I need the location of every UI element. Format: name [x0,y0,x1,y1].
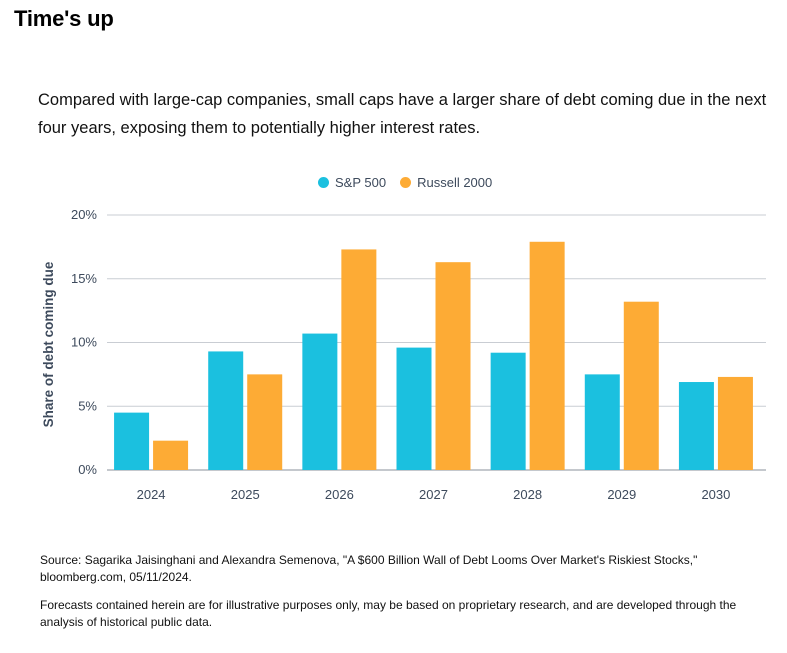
x-tick-label: 2026 [325,487,354,502]
bar-sp500-2028 [490,352,526,470]
y-tick-label: 20% [71,207,97,222]
bar-russell2000-2026 [341,249,377,470]
bar-russell2000-2027 [435,262,471,470]
bar-russell2000-2028 [529,241,565,470]
page-title: Time's up [14,6,114,31]
y-tick-label: 15% [71,271,97,286]
y-tick-label: 5% [78,398,97,413]
legend-label-russell: Russell 2000 [417,175,493,190]
x-tick-label: 2028 [513,487,542,502]
x-tick-label: 2029 [607,487,636,502]
x-tick-label: 2025 [231,487,260,502]
bar-russell2000-2024 [153,440,189,470]
bar-russell2000-2025 [247,374,283,470]
y-axis-label: Share of debt coming due [41,261,56,427]
disclaimer-note: Forecasts contained herein are for illus… [40,598,737,629]
x-tick-label: 2030 [701,487,730,502]
chart-subtitle: Compared with large-cap companies, small… [38,91,767,137]
bar-sp500-2024 [114,412,150,470]
y-tick-label: 10% [71,335,97,350]
bar-sp500-2030 [678,382,714,470]
source-note: Source: Sagarika Jaisinghani and Alexand… [40,553,698,584]
legend-item-sp500: S&P 500 [318,175,386,190]
x-tick-label: 2024 [137,487,166,502]
bar-russell2000-2030 [717,376,753,470]
legend-swatch-russell [400,177,412,188]
bar-chart: 0% 5% 10% 15% 20% Share of debt coming due 202… [41,207,766,502]
bar-sp500-2026 [302,333,338,470]
legend-swatch-sp500 [318,177,329,188]
legend-label-sp500: S&P 500 [335,175,387,190]
bar-sp500-2027 [396,347,432,470]
chart-legend: S&P 500 Russell 2000 [318,175,492,190]
legend-item-russell: Russell 2000 [400,175,492,190]
bar-sp500-2025 [208,351,244,470]
x-tick-label: 2027 [419,487,448,502]
bar-sp500-2029 [584,374,620,470]
bar-russell2000-2029 [623,301,659,470]
y-tick-label: 0% [78,462,97,477]
